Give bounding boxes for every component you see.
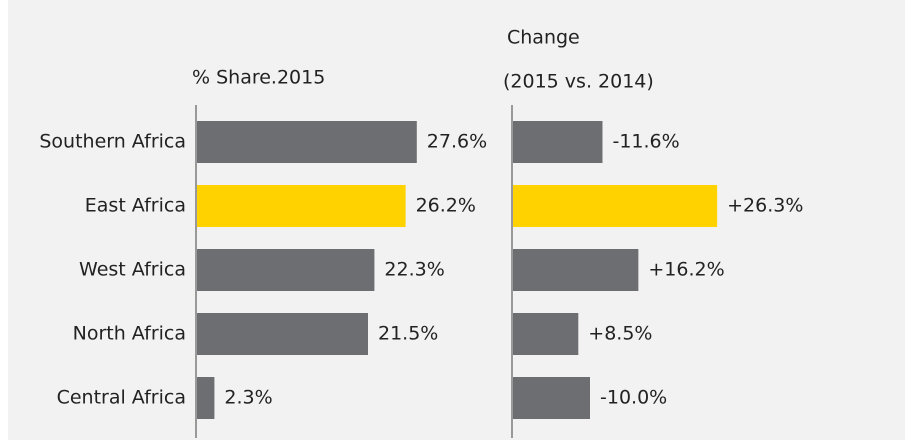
category-label: Southern Africa [39, 131, 186, 153]
value-label: -10.0% [600, 387, 667, 409]
bar [196, 185, 406, 227]
bar [512, 121, 603, 163]
category-label: West Africa [79, 259, 186, 281]
category-label: North Africa [73, 323, 186, 345]
value-label: -11.6% [612, 131, 679, 153]
panel-title: (2015 vs. 2014) [503, 71, 654, 93]
value-label: +8.5% [588, 323, 652, 345]
bar [196, 313, 368, 355]
category-label: Central Africa [57, 387, 186, 409]
value-label: 22.3% [384, 259, 444, 281]
panel-title: Change [507, 27, 580, 49]
bar [512, 185, 718, 227]
bar [196, 377, 215, 419]
value-label: +16.2% [648, 259, 724, 281]
panel-title: % Share.2015 [192, 67, 325, 89]
category-label: East Africa [85, 195, 186, 217]
value-label: 26.2% [416, 195, 476, 217]
bar [512, 249, 639, 291]
value-label: 21.5% [378, 323, 438, 345]
bar [196, 249, 375, 291]
value-label: 2.3% [224, 387, 272, 409]
bar [512, 377, 590, 419]
bar [196, 121, 417, 163]
bar [512, 313, 579, 355]
background [8, 0, 905, 440]
value-label: +26.3% [727, 195, 803, 217]
value-label: 27.6% [427, 131, 487, 153]
